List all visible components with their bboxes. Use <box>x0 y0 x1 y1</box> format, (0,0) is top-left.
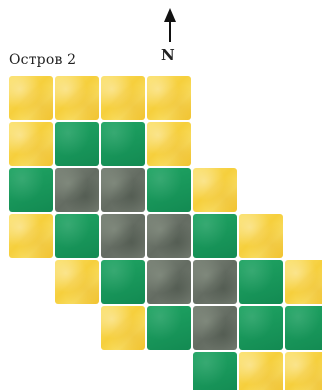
grass-tile <box>101 122 145 166</box>
rock-tile <box>193 260 237 304</box>
rock-tile <box>147 260 191 304</box>
grass-tile <box>55 214 99 258</box>
sand-tile <box>147 122 191 166</box>
sand-tile <box>193 168 237 212</box>
sand-tile <box>101 306 145 350</box>
grass-tile <box>147 306 191 350</box>
rock-tile <box>101 168 145 212</box>
rock-tile <box>193 306 237 350</box>
sand-tile <box>285 260 322 304</box>
north-arrow-icon <box>164 8 176 42</box>
sand-tile <box>9 76 53 120</box>
grass-tile <box>101 260 145 304</box>
grass-tile <box>147 168 191 212</box>
sand-tile <box>9 214 53 258</box>
grass-tile <box>239 260 283 304</box>
sand-tile <box>147 76 191 120</box>
grass-tile <box>9 168 53 212</box>
sand-tile <box>239 214 283 258</box>
grass-tile <box>285 306 322 350</box>
compass: N <box>160 6 180 64</box>
sand-tile <box>285 352 322 390</box>
sand-tile <box>101 76 145 120</box>
sand-tile <box>55 76 99 120</box>
rock-tile <box>101 214 145 258</box>
sand-tile <box>9 122 53 166</box>
grass-tile <box>193 352 237 390</box>
rock-tile <box>147 214 191 258</box>
rock-tile <box>55 168 99 212</box>
grass-tile <box>239 306 283 350</box>
grass-tile <box>193 214 237 258</box>
map-title: Остров 2 <box>9 52 77 68</box>
sand-tile <box>239 352 283 390</box>
grass-tile <box>55 122 99 166</box>
north-label: N <box>161 46 175 64</box>
sand-tile <box>55 260 99 304</box>
